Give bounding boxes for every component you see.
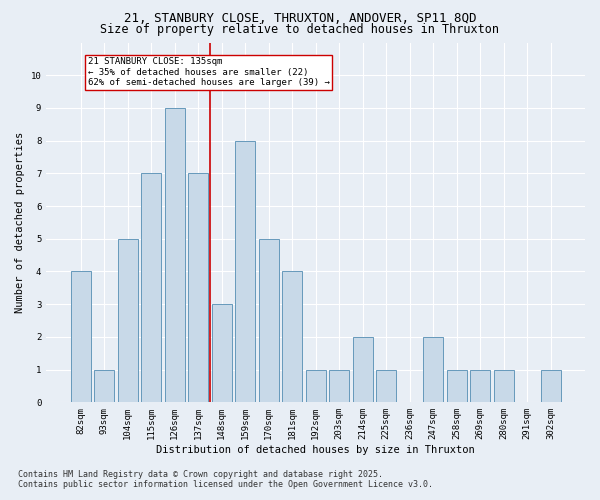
Text: 21 STANBURY CLOSE: 135sqm
← 35% of detached houses are smaller (22)
62% of semi-: 21 STANBURY CLOSE: 135sqm ← 35% of detac… bbox=[88, 57, 329, 87]
Bar bbox=[235, 140, 255, 402]
Bar bbox=[94, 370, 114, 402]
Bar bbox=[353, 337, 373, 402]
Bar bbox=[470, 370, 490, 402]
Bar bbox=[423, 337, 443, 402]
X-axis label: Distribution of detached houses by size in Thruxton: Distribution of detached houses by size … bbox=[156, 445, 475, 455]
Bar bbox=[259, 239, 278, 402]
Bar bbox=[118, 239, 137, 402]
Bar bbox=[494, 370, 514, 402]
Text: Contains HM Land Registry data © Crown copyright and database right 2025.
Contai: Contains HM Land Registry data © Crown c… bbox=[18, 470, 433, 489]
Bar bbox=[164, 108, 185, 403]
Bar bbox=[376, 370, 396, 402]
Bar bbox=[71, 272, 91, 402]
Bar bbox=[188, 174, 208, 402]
Bar bbox=[329, 370, 349, 402]
Bar bbox=[282, 272, 302, 402]
Bar bbox=[446, 370, 467, 402]
Text: 21, STANBURY CLOSE, THRUXTON, ANDOVER, SP11 8QD: 21, STANBURY CLOSE, THRUXTON, ANDOVER, S… bbox=[124, 12, 476, 24]
Bar bbox=[305, 370, 326, 402]
Text: Size of property relative to detached houses in Thruxton: Size of property relative to detached ho… bbox=[101, 22, 499, 36]
Y-axis label: Number of detached properties: Number of detached properties bbox=[15, 132, 25, 313]
Bar bbox=[141, 174, 161, 402]
Bar bbox=[212, 304, 232, 402]
Bar bbox=[541, 370, 560, 402]
